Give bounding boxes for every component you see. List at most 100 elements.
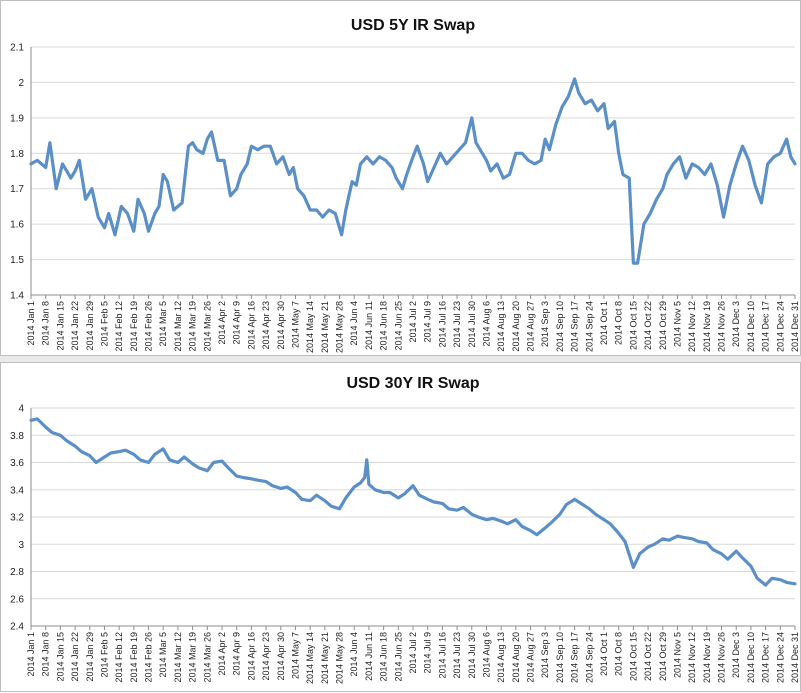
y-tick-label: 4 bbox=[18, 404, 24, 415]
x-tick-label: 2014 Oct 29 bbox=[658, 301, 668, 350]
x-tick-label: 2014 Dec 3 bbox=[731, 632, 741, 678]
x-tick-label: 2014 Aug 6 bbox=[481, 301, 491, 347]
x-tick-label: 2014 Jun 18 bbox=[379, 632, 389, 682]
x-tick-label: 2014 Oct 1 bbox=[599, 632, 609, 676]
x-tick-label: 2014 Aug 13 bbox=[496, 301, 506, 352]
y-tick-label: 3 bbox=[18, 540, 24, 551]
x-tick-label: 2014 Oct 8 bbox=[614, 632, 624, 676]
x-tick-label: 2014 Sep 3 bbox=[540, 301, 550, 347]
x-tick-label: 2014 Sep 17 bbox=[570, 301, 580, 352]
x-tick-label: 2014 Apr 23 bbox=[261, 301, 271, 350]
x-tick-label: 2014 Sep 24 bbox=[584, 632, 594, 683]
y-tick-label: 2.1 bbox=[10, 43, 24, 54]
x-tick-label: 2014 May 14 bbox=[305, 632, 315, 684]
x-tick-label: 2014 Feb 5 bbox=[99, 301, 109, 347]
x-tick-label: 2014 Apr 23 bbox=[261, 632, 271, 681]
x-tick-label: 2014 May 21 bbox=[320, 632, 330, 684]
x-tick-label: 2014 Nov 5 bbox=[672, 632, 682, 678]
x-tick-label: 2014 Mar 12 bbox=[173, 632, 183, 683]
x-tick-label: 2014 Apr 30 bbox=[276, 301, 286, 350]
x-tick-label: 2014 Nov 12 bbox=[687, 301, 697, 352]
x-tick-label: 2014 Apr 2 bbox=[217, 632, 227, 676]
x-tick-label: 2014 Dec 10 bbox=[746, 632, 756, 683]
x-tick-label: 2014 Jul 9 bbox=[423, 301, 433, 343]
y-tick-label: 2.6 bbox=[10, 594, 24, 605]
x-tick-label: 2014 Dec 31 bbox=[790, 632, 800, 683]
x-tick-label: 2014 Dec 24 bbox=[775, 301, 785, 352]
x-tick-label: 2014 Aug 20 bbox=[511, 301, 521, 352]
x-tick-label: 2014 Jul 23 bbox=[452, 632, 462, 679]
x-tick-label: 2014 Jun 11 bbox=[364, 301, 374, 350]
panel-divider bbox=[0, 356, 801, 362]
x-tick-label: 2014 Jul 9 bbox=[423, 632, 433, 674]
x-tick-label: 2014 Feb 12 bbox=[114, 301, 124, 352]
x-tick-label: 2014 Oct 22 bbox=[643, 301, 653, 350]
x-tick-label: 2014 Jan 8 bbox=[41, 632, 51, 677]
y-tick-label: 3.4 bbox=[10, 485, 24, 496]
y-tick-label: 1.5 bbox=[10, 255, 24, 266]
x-tick-label: 2014 Feb 19 bbox=[129, 632, 139, 683]
x-tick-label: 2014 Jun 25 bbox=[393, 301, 403, 351]
x-tick-label: 2014 Sep 24 bbox=[584, 301, 594, 352]
x-tick-label: 2014 Mar 26 bbox=[202, 632, 212, 683]
x-tick-label: 2014 Mar 19 bbox=[188, 632, 198, 683]
x-tick-label: 2014 Jan 15 bbox=[55, 632, 65, 682]
x-tick-label: 2014 Mar 12 bbox=[173, 301, 183, 352]
x-tick-label: 2014 Nov 26 bbox=[717, 301, 727, 352]
x-tick-label: 2014 Feb 5 bbox=[99, 632, 109, 678]
x-tick-label: 2014 Apr 16 bbox=[246, 301, 256, 350]
x-tick-label: 2014 Sep 17 bbox=[570, 632, 580, 683]
x-tick-label: 2014 Jun 4 bbox=[349, 301, 359, 346]
x-tick-label: 2014 Apr 9 bbox=[232, 301, 242, 345]
series-line-30y bbox=[29, 417, 797, 587]
x-tick-label: 2014 Oct 8 bbox=[614, 301, 624, 345]
x-tick-label: 2014 Jan 8 bbox=[41, 301, 51, 346]
x-tick-label: 2014 May 14 bbox=[305, 301, 315, 353]
x-tick-label: 2014 Jul 2 bbox=[408, 301, 418, 343]
y-tick-label: 2.4 bbox=[10, 622, 24, 633]
x-tick-label: 2014 Feb 26 bbox=[144, 301, 154, 352]
x-tick-label: 2014 Jan 29 bbox=[85, 301, 95, 351]
x-tick-label: 2014 Jun 25 bbox=[393, 632, 403, 682]
x-tick-label: 2014 Sep 10 bbox=[555, 301, 565, 352]
x-tick-label: 2014 Mar 5 bbox=[158, 301, 168, 347]
x-tick-label: 2014 Apr 16 bbox=[246, 632, 256, 681]
x-tick-label: 2014 Jul 30 bbox=[467, 301, 477, 348]
chart-title-30y: USD 30Y IR Swap bbox=[346, 375, 479, 392]
x-tick-label: 2014 Nov 12 bbox=[687, 632, 697, 683]
x-tick-label: 2014 May 21 bbox=[320, 301, 330, 353]
x-tick-label: 2014 Apr 9 bbox=[232, 632, 242, 676]
y-tick-label: 1.9 bbox=[10, 113, 24, 124]
x-tick-label: 2014 Jan 1 bbox=[26, 301, 36, 346]
x-tick-label: 2014 Oct 22 bbox=[643, 632, 653, 681]
x-tick-label: 2014 Apr 2 bbox=[217, 301, 227, 345]
x-tick-label: 2014 Jun 4 bbox=[349, 632, 359, 677]
x-tick-label: 2014 Apr 30 bbox=[276, 632, 286, 681]
x-tick-label: 2014 Dec 17 bbox=[761, 632, 771, 683]
x-tick-label: 2014 Dec 3 bbox=[731, 301, 741, 347]
x-tick-label: 2014 Aug 13 bbox=[496, 632, 506, 683]
x-tick-label: 2014 Mar 5 bbox=[158, 632, 168, 678]
x-tick-label: 2014 Mar 19 bbox=[188, 301, 198, 352]
x-tick-label: 2014 Feb 26 bbox=[144, 632, 154, 683]
y-tick-label: 3.6 bbox=[10, 458, 24, 469]
x-tick-label: 2014 May 7 bbox=[290, 301, 300, 348]
y-tick-label: 3.8 bbox=[10, 431, 24, 442]
x-tick-label: 2014 May 7 bbox=[290, 632, 300, 679]
x-tick-label: 2014 Jan 22 bbox=[70, 632, 80, 682]
x-tick-label: 2014 Nov 26 bbox=[717, 632, 727, 683]
x-tick-label: 2014 Nov 5 bbox=[672, 301, 682, 347]
x-tick-label: 2014 Oct 15 bbox=[628, 632, 638, 681]
x-tick-label: 2014 Jul 30 bbox=[467, 632, 477, 679]
x-tick-label: 2014 Feb 19 bbox=[129, 301, 139, 352]
chart-30y-svg: USD 30Y IR Swap 2.4 2.6 2.8 3 3.2 3.4 3.6 3.8 4 20… bbox=[10, 375, 800, 684]
x-tick-label: 2014 Oct 15 bbox=[628, 301, 638, 350]
y-tick-label: 1.8 bbox=[10, 149, 24, 160]
chart-5y-svg: USD 5Y IR Swap 1.4 1.5 1.6 1.7 1.8 1.9 2 2.1 2014… bbox=[10, 17, 800, 353]
x-tick-label: 2014 Jun 18 bbox=[379, 301, 389, 351]
x-tick-label: 2014 Jul 23 bbox=[452, 301, 462, 348]
x-tick-label: 2014 Mar 26 bbox=[202, 301, 212, 352]
x-tick-label: 2014 Dec 24 bbox=[775, 632, 785, 683]
chart-panel-30y: USD 30Y IR Swap 2.4 2.6 2.8 3 3.2 3.4 3.6 3.8 4 20… bbox=[0, 362, 801, 692]
chart-title-5y: USD 5Y IR Swap bbox=[351, 17, 475, 34]
